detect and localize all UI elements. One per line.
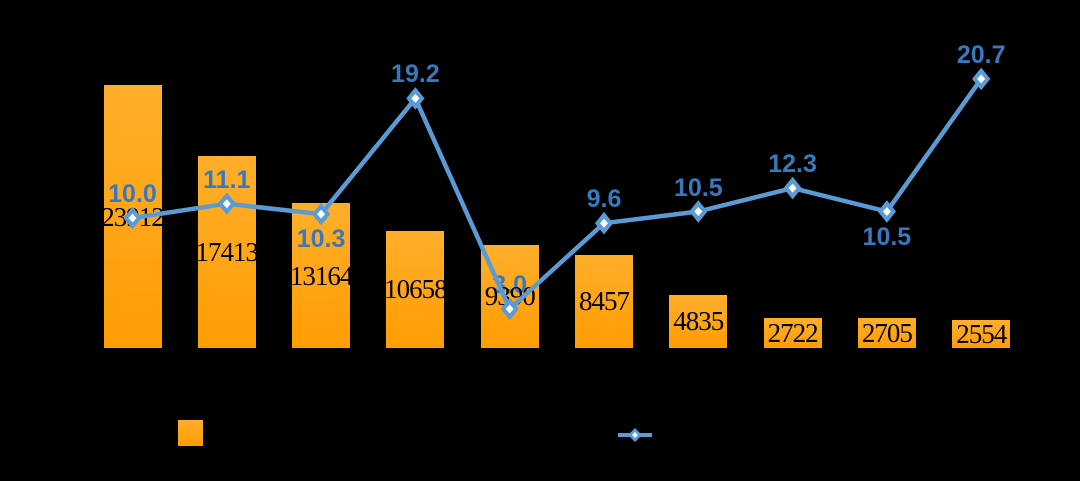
line-value-label: 19.2 <box>391 60 440 89</box>
bar <box>763 318 822 348</box>
bar <box>197 156 256 348</box>
bar-value-label: 2722 <box>767 318 819 349</box>
bar <box>292 203 351 348</box>
line-value-label: 20.7 <box>956 40 1006 69</box>
bar-value-label: 13164 <box>289 260 354 291</box>
bar <box>952 319 1011 348</box>
line-value-label: 12.3 <box>768 150 817 179</box>
data-point-marker-core <box>222 199 231 209</box>
data-point-marker-core <box>411 93 420 103</box>
data-point-marker-core <box>882 207 891 216</box>
bar-value-label: 10658 <box>384 274 448 305</box>
line-value-label: 10.5 <box>862 222 912 251</box>
data-point-marker-core <box>505 304 514 314</box>
bar <box>669 294 728 348</box>
line-value-label: 9.6 <box>586 185 622 214</box>
bar-value-label: 2705 <box>861 318 913 349</box>
line-value-label: 11.1 <box>203 165 251 194</box>
legend-bar-swatch <box>178 420 203 446</box>
data-point-marker-core <box>788 183 797 193</box>
data-point-marker-core <box>600 218 608 228</box>
bar-value-label: 8457 <box>579 286 630 317</box>
bar-value-label: 17413 <box>195 237 260 268</box>
legend-line-marker <box>618 426 652 444</box>
data-point-marker-core <box>128 213 137 223</box>
data-point-marker-core <box>317 209 326 219</box>
bar-value-label: 2554 <box>956 318 1007 349</box>
bar <box>575 254 633 348</box>
legend-line-icon <box>618 428 652 442</box>
trend-line <box>130 76 984 312</box>
data-point-marker-core <box>977 74 986 84</box>
bar <box>857 318 916 348</box>
bar-value-label: 4835 <box>673 306 724 337</box>
data-point-marker-core <box>694 207 703 216</box>
line-value-label: 10.5 <box>673 173 723 202</box>
bar <box>386 230 445 348</box>
line-value-label: 10.3 <box>296 225 346 254</box>
line-value-label: 10.0 <box>108 180 157 208</box>
